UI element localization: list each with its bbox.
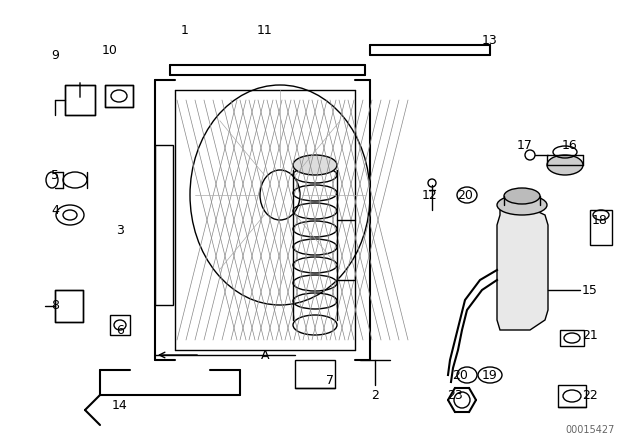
Text: 11: 11	[257, 23, 273, 36]
Bar	[558, 385, 586, 407]
Text: 21: 21	[582, 328, 598, 341]
Bar	[105, 85, 133, 107]
Text: 20: 20	[457, 189, 473, 202]
Text: 18: 18	[592, 214, 608, 227]
Text: 3: 3	[116, 224, 124, 237]
Bar	[110, 315, 130, 335]
Text: 13: 13	[482, 34, 498, 47]
Text: 22: 22	[582, 388, 598, 401]
Text: 2: 2	[371, 388, 379, 401]
Text: 8: 8	[51, 298, 59, 311]
Text: 00015427: 00015427	[565, 425, 614, 435]
Bar	[560, 330, 584, 346]
Text: 9: 9	[51, 48, 59, 61]
Text: 5: 5	[51, 168, 59, 181]
Ellipse shape	[547, 155, 583, 175]
Text: 14: 14	[112, 399, 128, 412]
Text: 7: 7	[326, 374, 334, 387]
Bar	[590, 210, 612, 245]
Text: 4: 4	[51, 203, 59, 216]
Text: 15: 15	[582, 284, 598, 297]
Polygon shape	[497, 208, 548, 330]
Text: 23: 23	[447, 388, 463, 401]
Text: A: A	[260, 349, 269, 362]
Text: 6: 6	[116, 323, 124, 336]
Text: 1: 1	[181, 23, 189, 36]
Ellipse shape	[497, 195, 547, 215]
Ellipse shape	[293, 155, 337, 175]
Bar	[65, 85, 95, 115]
Bar	[155, 145, 173, 305]
Text: 16: 16	[562, 138, 578, 151]
Text: 17: 17	[517, 138, 533, 151]
Text: 12: 12	[422, 189, 438, 202]
Text: 10: 10	[102, 43, 118, 56]
Bar	[295, 360, 335, 388]
Bar	[55, 290, 83, 322]
Text: 19: 19	[482, 369, 498, 382]
Text: 20: 20	[452, 369, 468, 382]
Ellipse shape	[504, 188, 540, 204]
